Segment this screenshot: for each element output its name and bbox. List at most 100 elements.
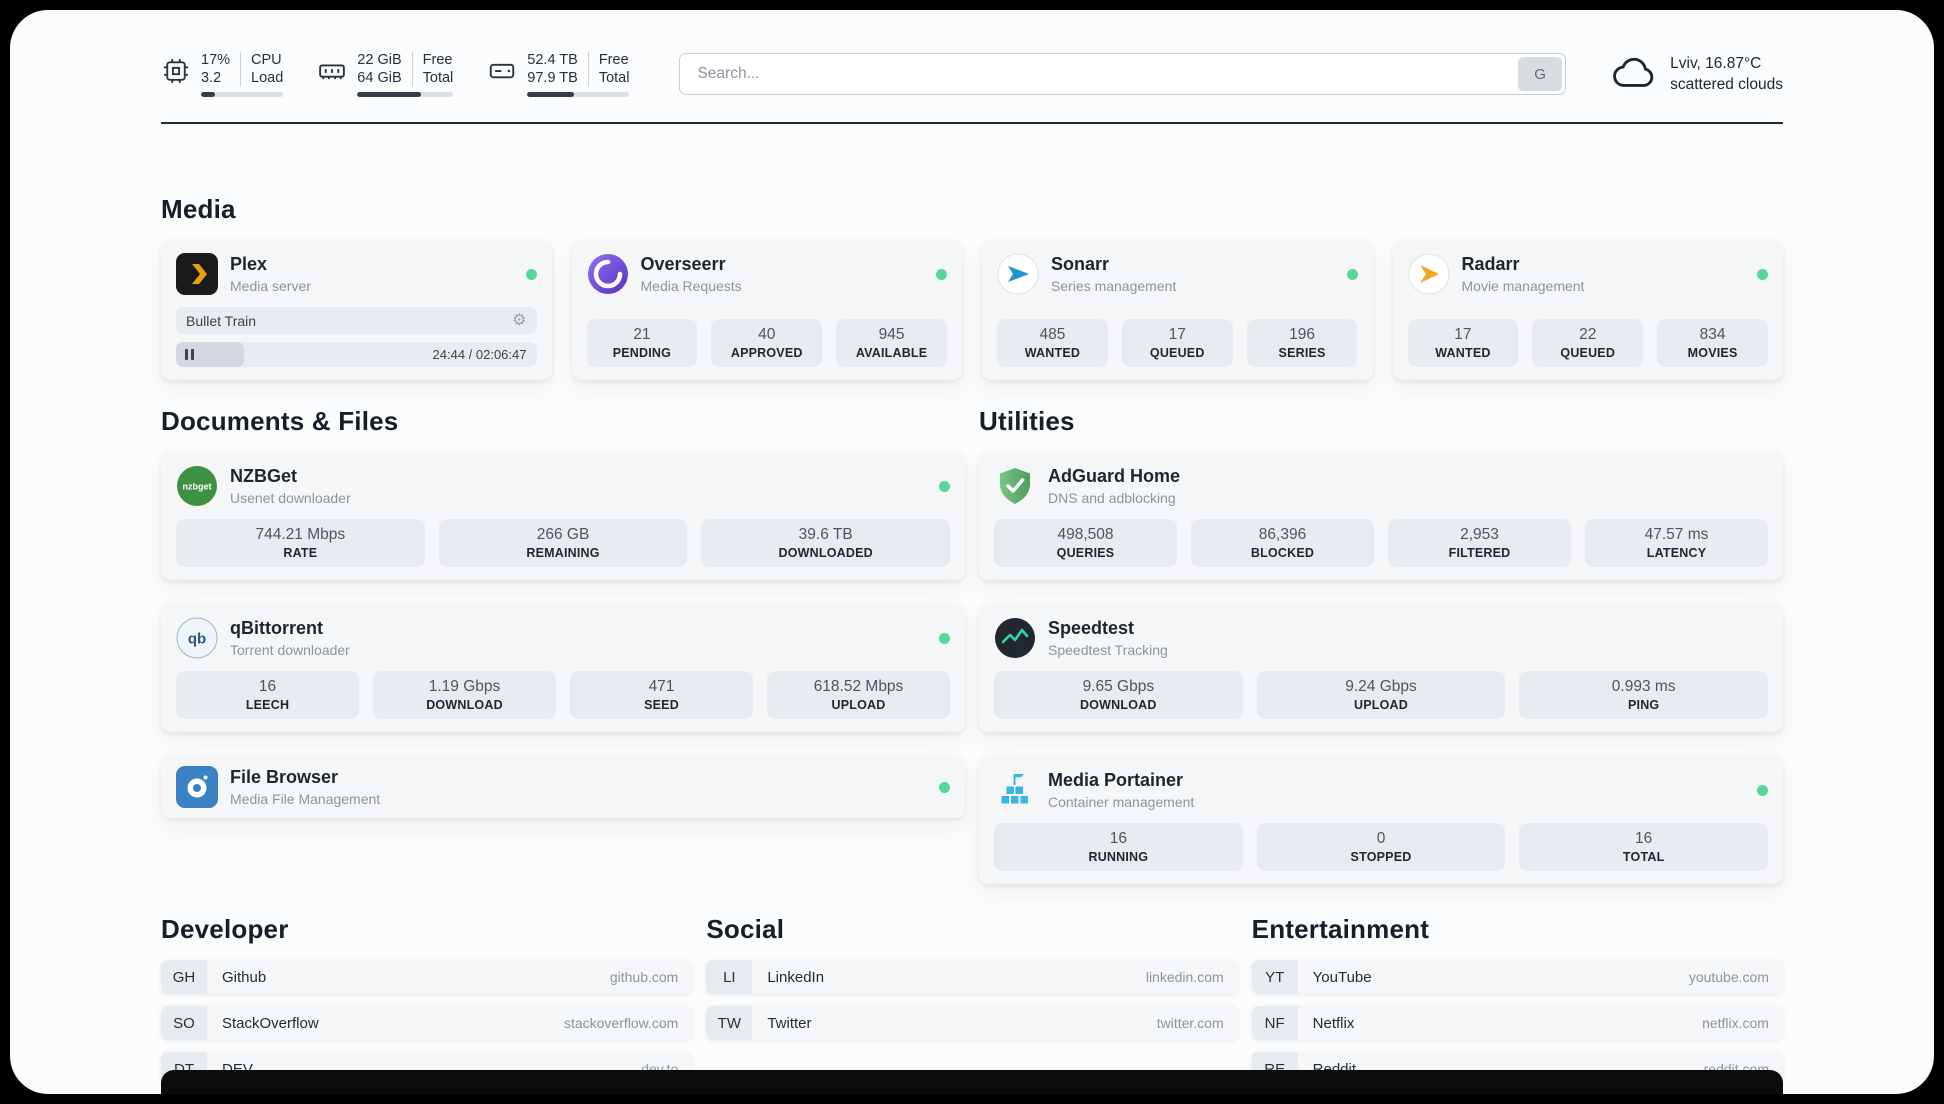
media-section: Media Plex Media server (161, 194, 1783, 380)
footer-bar (161, 1070, 1783, 1094)
stat-label: REMAINING (526, 546, 600, 560)
stat-label: WANTED (1024, 346, 1081, 360)
bookmark-name: Netflix (1312, 1014, 1355, 1032)
bookmark-url: stackoverflow.com (563, 1015, 679, 1031)
portainer-icon (994, 769, 1036, 811)
cpu-percent: 17% (201, 51, 231, 68)
stat-value: 86,396 (1258, 526, 1307, 543)
developer-section-title: Developer (161, 914, 289, 944)
stat-box: 47.57 ms LATENCY (1585, 519, 1768, 567)
stat-value: 9.65 Gbps (1082, 678, 1155, 695)
status-dot (939, 781, 950, 793)
bookmark-url: twitter.com (1156, 1015, 1224, 1031)
bookmark-name: YouTube (1312, 968, 1372, 986)
nzbget-card[interactable]: nzbget NZBGet Usenet downloader 744.21 M… (161, 452, 965, 580)
stat-value: 485 (1039, 326, 1066, 343)
overseerr-card[interactable]: Overseerr Media Requests 21 PENDING 40 A… (571, 240, 962, 380)
bookmark-abbr: YT (1251, 960, 1298, 994)
search-engine-button[interactable]: G (1518, 57, 1563, 91)
bookmark-netflix[interactable]: NF Netflix netflix.com (1251, 1006, 1783, 1040)
cpu-stat: 17% 3.2 CPU Load (161, 51, 284, 97)
bookmark-youtube[interactable]: YT YouTube youtube.com (1251, 960, 1783, 994)
stat-label: LEECH (245, 698, 290, 712)
documents-section-title: Documents & Files (161, 406, 399, 436)
gear-icon[interactable]: ⚙ (512, 311, 527, 329)
stat-label: QUERIES (1056, 546, 1115, 560)
stat-box: 2,953 FILTERED (1388, 519, 1571, 567)
bookmark-url: github.com (609, 969, 679, 985)
bookmark-github[interactable]: GH Github github.com (161, 960, 693, 994)
overseerr-icon (587, 253, 629, 295)
stat-value: 17 (1454, 326, 1472, 343)
stat-value: 834 (1699, 326, 1726, 343)
bookmark-abbr: NF (1251, 1006, 1298, 1040)
filebrowser-card[interactable]: File Browser Media File Management (161, 756, 965, 818)
cpu-load-label: Load (251, 69, 284, 86)
stat-label: DOWNLOAD (1080, 698, 1157, 712)
stat-value: 40 (758, 326, 776, 343)
stat-label: LATENCY (1646, 546, 1707, 560)
stat-label: QUEUED (1149, 346, 1205, 360)
system-stats: 17% 3.2 CPU Load (161, 51, 630, 97)
bookmark-url: linkedin.com (1145, 969, 1224, 985)
stat-label: SEED (644, 698, 679, 712)
stat-label: WANTED (1435, 346, 1491, 360)
utilities-section: Utilities (979, 406, 1783, 884)
stat-box: 9.65 Gbps DOWNLOAD (994, 671, 1243, 719)
filebrowser-icon (176, 766, 218, 808)
svg-text:qb: qb (188, 631, 206, 648)
bookmark-name: Twitter (767, 1014, 812, 1032)
status-dot (1757, 268, 1768, 280)
speedtest-card[interactable]: Speedtest Speedtest Tracking 9.65 Gbps D… (979, 604, 1783, 732)
bookmark-name: StackOverflow (222, 1014, 319, 1032)
entertainment-section: Entertainment YT YouTube youtube.com NF … (1251, 914, 1783, 1086)
portainer-card[interactable]: Media Portainer Container management 16 … (979, 756, 1783, 884)
app-name: AdGuard Home (1048, 466, 1181, 486)
stat-box: 17 WANTED (1407, 319, 1519, 367)
cpu-progress-fill (201, 91, 215, 97)
search-input[interactable] (683, 65, 1519, 83)
svg-text:nzbget: nzbget (183, 482, 212, 492)
app-subtitle: DNS and adblocking (1048, 490, 1176, 506)
speedtest-icon (994, 617, 1036, 659)
stat-box: 86,396 BLOCKED (1191, 519, 1374, 567)
status-dot (939, 480, 950, 492)
bookmark-twitter[interactable]: TW Twitter twitter.com (706, 1006, 1238, 1040)
playback-progress-bar[interactable]: 24:44 / 02:06:47 (176, 342, 537, 367)
adguard-card[interactable]: AdGuard Home DNS and adblocking 498,508 … (979, 452, 1783, 580)
qbittorrent-card[interactable]: qb qBittorrent Torrent downloader 16 LEE… (161, 604, 965, 732)
stat-value: 471 (648, 678, 675, 695)
app-subtitle: Container management (1048, 794, 1195, 810)
plex-card[interactable]: Plex Media server Bullet Train ⚙ 24:44 /… (161, 240, 552, 380)
sonarr-card[interactable]: Sonarr Series management 485 WANTED 17 Q… (982, 240, 1373, 380)
stat-value: 47.57 ms (1644, 526, 1709, 543)
stat-box: 40 APPROVED (711, 319, 823, 367)
bookmark-linkedin[interactable]: LI LinkedIn linkedin.com (706, 960, 1238, 994)
bookmark-abbr: LI (706, 960, 753, 994)
bookmark-stackoverflow[interactable]: SO StackOverflow stackoverflow.com (161, 1006, 693, 1040)
weather-condition: scattered clouds (1670, 75, 1783, 93)
stat-box: 945 AVAILABLE (836, 319, 947, 367)
app-subtitle: Speedtest Tracking (1048, 642, 1168, 658)
app-name: Sonarr (1051, 254, 1110, 274)
disk-progress-bar (527, 91, 630, 97)
stat-box: 744.21 Mbps RATE (176, 519, 425, 567)
stat-box: 1.19 Gbps DOWNLOAD (373, 671, 556, 719)
radarr-card[interactable]: Radarr Movie management 17 WANTED 22 QUE… (1392, 240, 1783, 380)
stat-value: 0.993 ms (1611, 678, 1676, 695)
sonarr-icon (997, 253, 1039, 295)
bookmark-abbr: GH (161, 960, 207, 994)
stat-label: QUEUED (1560, 346, 1616, 360)
stat-value: 2,953 (1460, 526, 1499, 543)
stat-box: 471 SEED (570, 671, 753, 719)
social-section-title: Social (706, 914, 785, 944)
stat-value: 16 (1635, 830, 1653, 847)
media-section-title: Media (161, 194, 236, 224)
stat-value: 1.19 Gbps (428, 678, 501, 695)
bookmark-name: LinkedIn (767, 968, 825, 986)
app-subtitle: Movie management (1461, 278, 1585, 294)
entertainment-section-title: Entertainment (1251, 914, 1430, 944)
stat-box: 17 QUEUED (1121, 319, 1233, 367)
pause-button[interactable] (185, 349, 194, 360)
disk-total-label: Total (598, 69, 630, 86)
